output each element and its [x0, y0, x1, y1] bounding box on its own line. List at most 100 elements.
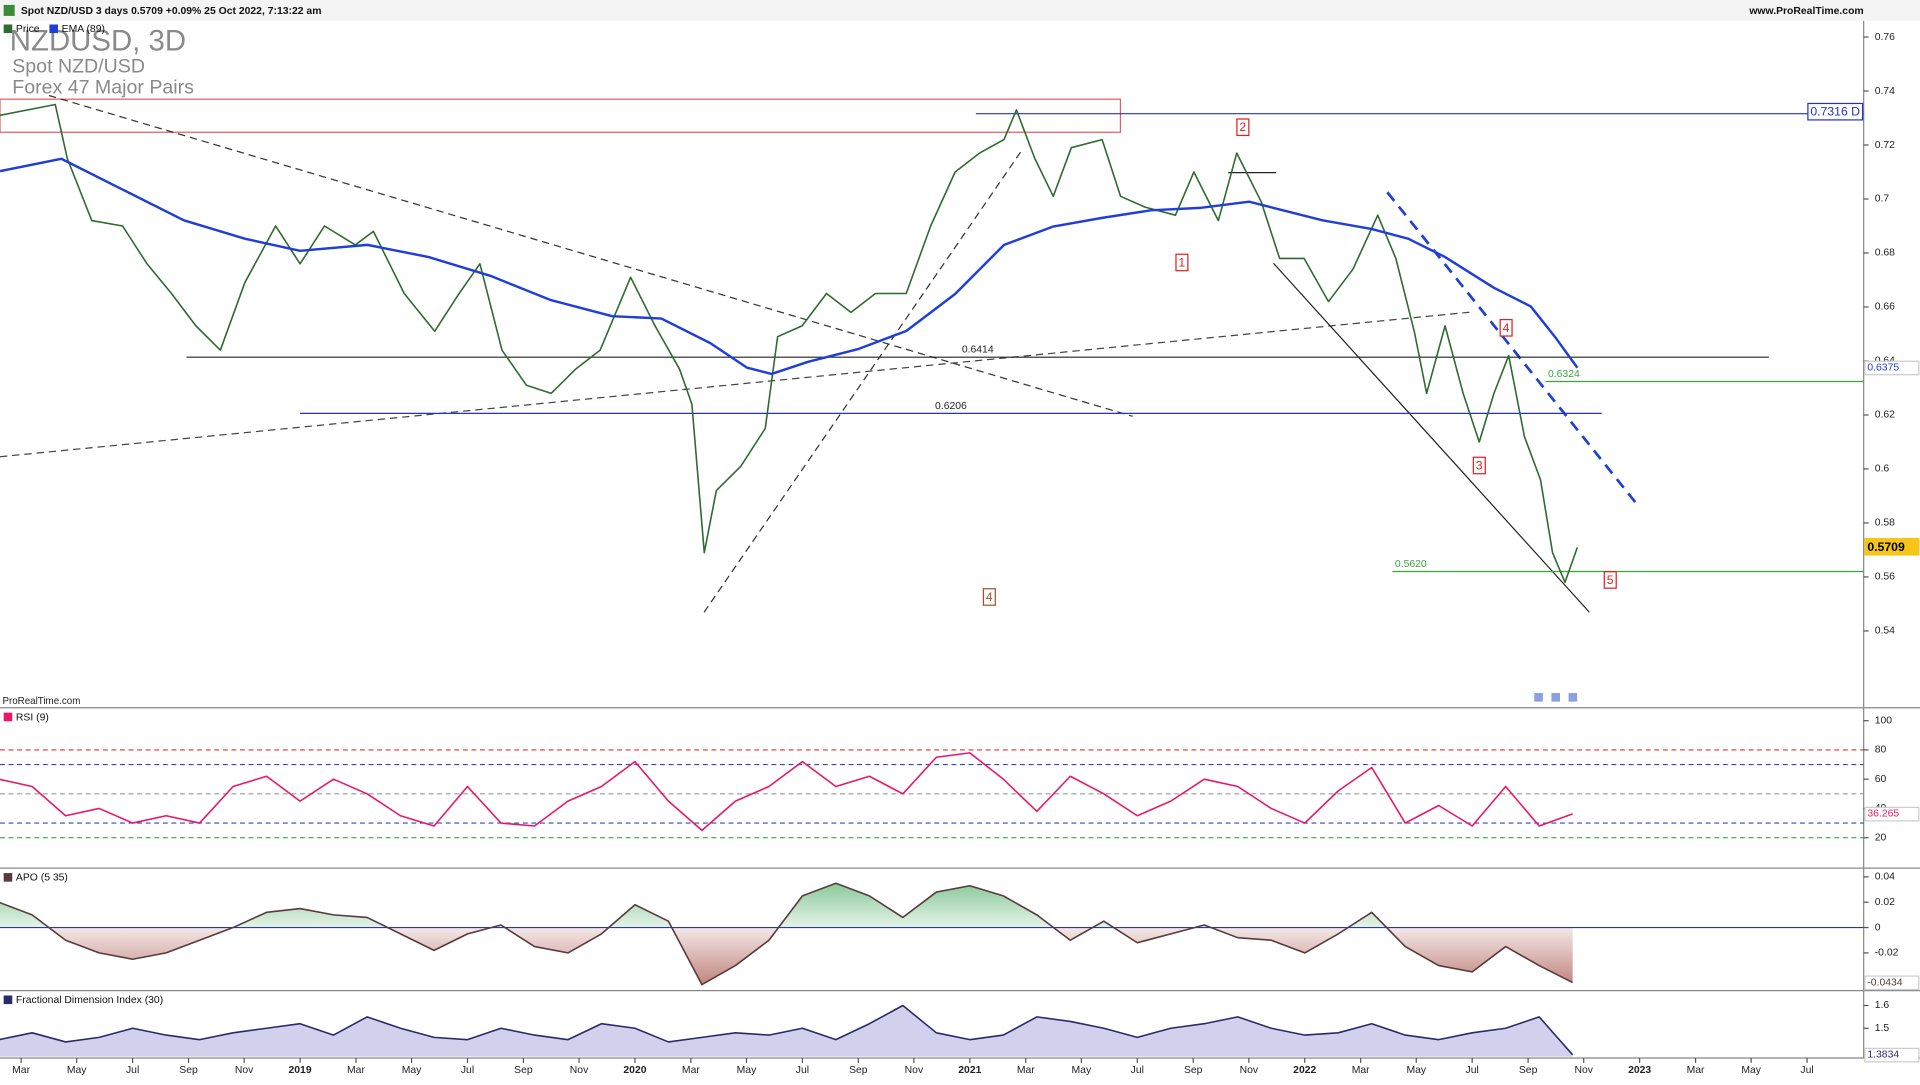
series-line — [0, 1004, 1574, 1056]
last-value-label: 1.3834 — [1867, 1050, 1899, 1061]
x-tick-label: May — [737, 1065, 757, 1076]
wave-label: 2 — [1239, 120, 1246, 134]
panel — [0, 749, 1864, 839]
y-tick-label: 1.5 — [1875, 1023, 1890, 1034]
trend-line — [48, 94, 1133, 417]
y-tick-label: 0.68 — [1875, 248, 1895, 259]
y-tick-label: 80 — [1875, 745, 1887, 756]
x-tick-label: Sep — [1184, 1065, 1203, 1076]
tool-icon[interactable] — [1568, 693, 1578, 702]
watermark-market: Forex 47 Major Pairs — [12, 76, 194, 98]
x-tick-label: Jul — [126, 1065, 139, 1076]
y-tick-label: 20 — [1875, 832, 1887, 843]
wave-label: 4 — [1503, 321, 1510, 335]
x-tick-label: Sep — [179, 1065, 198, 1076]
x-tick-label: Jul — [1131, 1065, 1144, 1076]
wave-label-box — [1236, 118, 1250, 137]
y-tick-label: 0 — [1875, 922, 1881, 933]
level-label: 0.7316 D — [1810, 105, 1860, 119]
wave-label-box — [1499, 318, 1513, 337]
header-bar — [0, 0, 1920, 21]
x-tick-label: Jul — [1800, 1065, 1813, 1076]
wave-label-box — [1603, 571, 1617, 589]
x-tick-label: May — [67, 1065, 87, 1076]
y-tick-label: 0.6 — [1875, 464, 1890, 475]
level-label-box — [1807, 102, 1864, 121]
x-tick-label: Mar — [1352, 1065, 1370, 1076]
series-line — [0, 752, 1573, 832]
level-label: 0.5620 — [1395, 559, 1427, 570]
legend-swatch — [3, 24, 13, 34]
x-tick-label: Jul — [796, 1065, 809, 1076]
wave-label: 5 — [1607, 573, 1614, 587]
series-line — [0, 103, 1579, 584]
watermark-symbol: NZDUSD, 3D — [10, 25, 186, 58]
wave-label: 1 — [1178, 255, 1185, 269]
last-value-box — [1864, 360, 1920, 376]
legend-swatch — [3, 995, 13, 1005]
panel — [0, 882, 1864, 986]
header-title: Spot NZD/USD 3 days 0.5709 +0.09% 25 Oct… — [21, 6, 322, 17]
y-tick-label: 0.74 — [1875, 86, 1895, 97]
x-tick-label: 2021 — [958, 1065, 981, 1076]
legend-label: Fractional Dimension Index (30) — [16, 995, 163, 1006]
series-line — [0, 157, 1579, 376]
legend-swatch — [49, 24, 58, 34]
y-tick-label: -0.02 — [1875, 948, 1899, 959]
level-label: 0.6324 — [1548, 369, 1580, 380]
legend-swatch — [3, 712, 13, 722]
legend-label: RSI (9) — [16, 712, 49, 723]
y-tick-label: 0.54 — [1875, 626, 1895, 637]
trend-line — [1273, 262, 1590, 613]
y-tick-label: 100 — [1875, 715, 1893, 726]
x-tick-label: May — [402, 1065, 422, 1076]
tool-icon[interactable] — [1551, 693, 1560, 702]
wave-label-box — [982, 588, 996, 606]
x-tick-label: 2019 — [289, 1065, 312, 1076]
header-site: www.ProRealTime.com — [1748, 6, 1863, 17]
x-tick-label: Nov — [1240, 1065, 1259, 1076]
x-tick-label: Jul — [461, 1065, 474, 1076]
y-tick-label: 1.6 — [1875, 1000, 1890, 1011]
legend-label: EMA (89) — [62, 24, 105, 35]
last-value-label: 0.6375 — [1867, 362, 1899, 373]
x-tick-label: May — [1741, 1065, 1761, 1076]
x-tick-label: Mar — [1687, 1065, 1705, 1076]
y-tick-label: 0.76 — [1875, 32, 1895, 43]
level-label: 0.6206 — [935, 401, 967, 412]
resistance-zone — [0, 98, 1122, 133]
last-value-label: -0.0434 — [1867, 977, 1902, 988]
x-tick-label: 2020 — [623, 1065, 646, 1076]
last-value-box — [1864, 1047, 1920, 1063]
legend-label: APO (5 35) — [16, 873, 68, 884]
y-tick-label: 0.7 — [1875, 194, 1890, 205]
header-icon — [3, 4, 15, 16]
x-tick-label: Nov — [1574, 1065, 1593, 1076]
wave-label-box — [1175, 253, 1189, 272]
area — [0, 883, 1573, 985]
series-line — [0, 882, 1574, 986]
x-tick-label: 2022 — [1293, 1065, 1316, 1076]
y-tick-label: 0.62 — [1875, 410, 1895, 421]
watermark-name: Spot NZD/USD — [12, 56, 145, 78]
x-tick-label: Sep — [514, 1065, 533, 1076]
last-value-box — [1864, 537, 1920, 556]
x-tick-label: Jul — [1466, 1065, 1479, 1076]
last-value-label: 36.265 — [1867, 809, 1899, 820]
x-tick-label: May — [1406, 1065, 1426, 1076]
last-value-box — [1864, 975, 1920, 991]
level-label: 0.6414 — [962, 345, 994, 356]
x-tick-label: Nov — [570, 1065, 589, 1076]
wave-label-box — [1472, 456, 1486, 475]
x-tick-label: Mar — [347, 1065, 365, 1076]
tool-icon[interactable] — [1534, 693, 1543, 702]
x-tick-label: 2023 — [1628, 1065, 1651, 1076]
x-tick-label: Nov — [235, 1065, 254, 1076]
panel — [0, 1004, 1574, 1057]
wave-label: 3 — [1476, 458, 1483, 472]
area — [0, 1005, 1573, 1057]
last-value-box — [1864, 806, 1920, 822]
y-tick-label: 0.56 — [1875, 572, 1895, 583]
